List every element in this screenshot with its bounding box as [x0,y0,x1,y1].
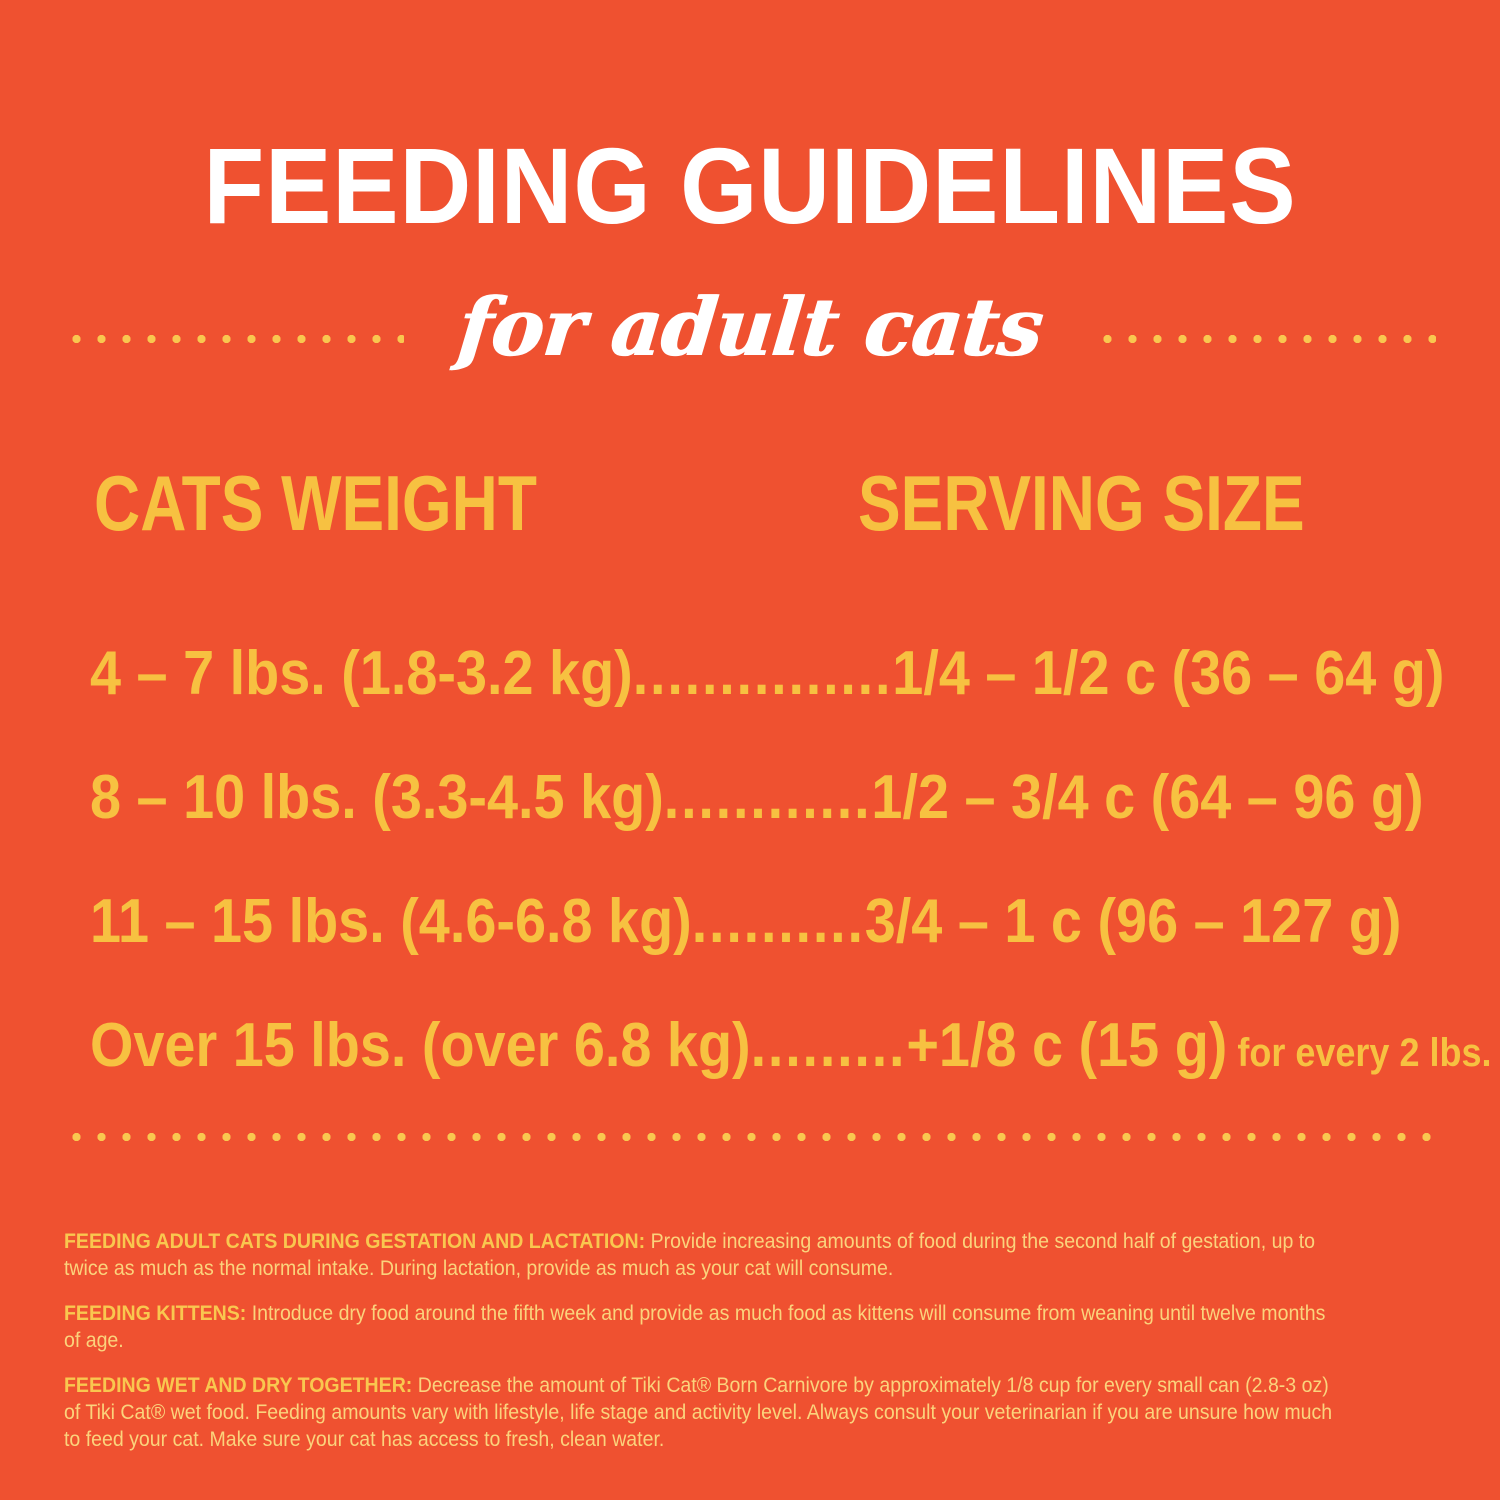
page-subtitle: for adult cats [453,280,1047,374]
cell-cats-weight: 8 – 10 lbs. (3.3-4.5 kg) [90,763,664,832]
footer-note-text: Provide increasing amounts of food durin… [64,1230,1316,1280]
footer-note-text: Decrease the amount of Tiki Cat® Born Ca… [64,1374,1333,1451]
dot-leader: ............ [663,763,872,832]
table-row: 4 – 7 lbs. (1.8-3.2 kg)...............1/… [90,612,1450,736]
footer-notes: FEEDING ADULT CATS DURING GESTATION AND … [64,1228,1436,1453]
header-block: FEEDING GUIDELINES [0,132,1500,240]
dotted-rule-left [64,332,404,346]
footer-note-text: Introduce dry food around the fifth week… [64,1302,1326,1352]
feeding-table: 4 – 7 lbs. (1.8-3.2 kg)...............1/… [90,612,1491,1108]
footer-note-label: FEEDING WET AND DRY TOGETHER: [64,1374,413,1397]
cell-serving-size: +1/8 c (15 g) [906,1011,1228,1080]
cell-cats-weight: 11 – 15 lbs. (4.6-6.8 kg) [90,887,692,956]
table-row-content: 4 – 7 lbs. (1.8-3.2 kg)...............1/… [90,612,1444,743]
cell-cats-weight: 4 – 7 lbs. (1.8-3.2 kg) [90,639,633,708]
cell-cats-weight: Over 15 lbs. (over 6.8 kg) [90,1011,751,1080]
cell-serving-size: 3/4 – 1 c (96 – 127 g) [864,887,1402,956]
footer-note-gestation-lactation: FEEDING ADULT CATS DURING GESTATION AND … [64,1228,1340,1282]
page-title: FEEDING GUIDELINES [203,125,1297,246]
dot-leader: ............... [632,639,893,708]
table-row: Over 15 lbs. (over 6.8 kg).........+1/8 … [90,984,1491,1108]
dot-leader: ......... [750,1011,907,1080]
column-header-serving-size: SERVING SIZE [858,459,1305,547]
table-row: 11 – 15 lbs. (4.6-6.8 kg)..........3/4 –… [90,860,1450,984]
column-header-cats-weight: CATS WEIGHT [94,459,537,547]
footer-note-wet-and-dry: FEEDING WET AND DRY TOGETHER: Decrease t… [64,1372,1340,1453]
cell-serving-size: 1/4 – 1/2 c (36 – 64 g) [892,639,1445,708]
dot-leader: .......... [691,887,865,956]
footer-note-label: FEEDING ADULT CATS DURING GESTATION AND … [64,1230,646,1253]
table-row-content: 11 – 15 lbs. (4.6-6.8 kg)..........3/4 –… [90,860,1401,991]
table-column-headers: CATS WEIGHT SERVING SIZE [90,458,1440,548]
footer-note-label: FEEDING KITTENS: [64,1302,247,1325]
dotted-rule-right [1095,332,1436,346]
dotted-rule-bottom [64,1130,1436,1144]
cell-serving-size: 1/2 – 3/4 c (64 – 96 g) [871,763,1424,832]
table-row-content: Over 15 lbs. (over 6.8 kg).........+1/8 … [90,984,1491,1115]
table-row: 8 – 10 lbs. (3.3-4.5 kg)............1/2 … [90,736,1450,860]
subtitle-row: for adult cats [0,272,1500,382]
table-row-content: 8 – 10 lbs. (3.3-4.5 kg)............1/2 … [90,736,1424,867]
footer-note-kittens: FEEDING KITTENS: Introduce dry food arou… [64,1300,1340,1354]
cell-serving-note: for every 2 lbs. [1227,1031,1492,1075]
